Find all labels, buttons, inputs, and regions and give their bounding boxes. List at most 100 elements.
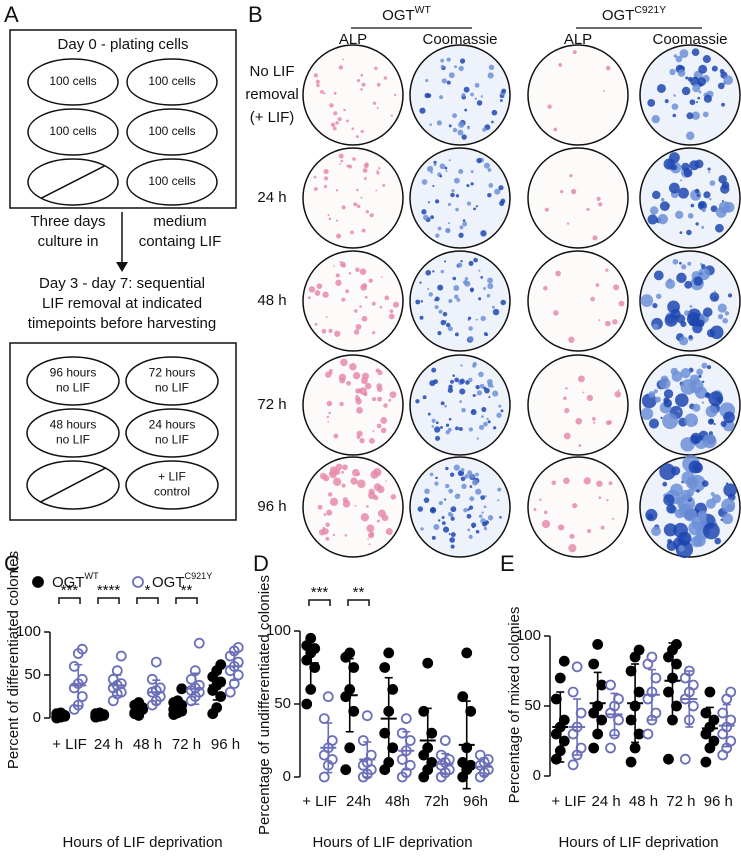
colony bbox=[434, 199, 440, 204]
legend-marker bbox=[32, 576, 44, 588]
colony bbox=[652, 323, 659, 331]
colony bbox=[348, 272, 352, 275]
point bbox=[185, 673, 197, 685]
colony bbox=[431, 535, 436, 540]
colony bbox=[459, 58, 466, 64]
x-tick-label: 72 h bbox=[666, 793, 695, 810]
sig-label: **** bbox=[97, 582, 121, 599]
colony bbox=[721, 498, 736, 513]
colony bbox=[332, 533, 335, 537]
colony bbox=[488, 64, 495, 70]
colony bbox=[481, 415, 484, 418]
panel-label: E bbox=[500, 551, 515, 576]
colony bbox=[702, 522, 720, 540]
colony bbox=[711, 65, 718, 72]
colony bbox=[722, 317, 729, 324]
colony bbox=[350, 230, 354, 235]
well-cross bbox=[41, 165, 105, 199]
colony bbox=[491, 385, 494, 388]
colony bbox=[694, 188, 700, 194]
well-label: 96 hours bbox=[50, 366, 97, 380]
point bbox=[348, 705, 360, 717]
colony bbox=[328, 411, 331, 415]
colony bbox=[469, 496, 475, 502]
well-photo bbox=[527, 44, 629, 146]
panel-label: B bbox=[248, 2, 263, 27]
point bbox=[426, 727, 438, 739]
well-photo bbox=[302, 250, 404, 352]
colony bbox=[468, 534, 473, 539]
well-label: 48 hours bbox=[50, 418, 97, 432]
colony bbox=[360, 88, 364, 91]
colony bbox=[360, 284, 367, 291]
column-header: Coomassie bbox=[652, 31, 727, 48]
colony bbox=[440, 319, 447, 326]
colony bbox=[355, 388, 361, 394]
colony bbox=[660, 197, 665, 202]
colony bbox=[321, 328, 327, 334]
step-text: LIF removal at indicated bbox=[42, 295, 202, 312]
colony bbox=[457, 129, 464, 136]
colony bbox=[612, 517, 615, 520]
colony bbox=[651, 526, 661, 537]
colony bbox=[702, 111, 709, 118]
colony bbox=[492, 308, 500, 316]
colony bbox=[356, 79, 361, 83]
colony bbox=[453, 177, 460, 184]
colony bbox=[430, 215, 434, 220]
point bbox=[76, 691, 88, 702]
colony bbox=[478, 297, 482, 301]
colony bbox=[459, 400, 462, 403]
colony bbox=[560, 190, 564, 194]
colony bbox=[450, 192, 455, 198]
point bbox=[322, 691, 334, 703]
colony bbox=[385, 528, 393, 536]
colony bbox=[596, 480, 603, 487]
well-photo bbox=[527, 456, 629, 558]
colony bbox=[680, 368, 691, 379]
colony bbox=[441, 515, 445, 519]
colony bbox=[442, 526, 450, 533]
colony bbox=[717, 313, 724, 320]
colony bbox=[464, 474, 469, 479]
point bbox=[383, 647, 395, 659]
colony bbox=[595, 283, 600, 287]
colony bbox=[687, 261, 692, 266]
well bbox=[125, 356, 219, 406]
legend-label-sup: C921Y bbox=[185, 571, 213, 581]
colony bbox=[435, 476, 438, 480]
point bbox=[365, 749, 377, 761]
colony bbox=[673, 54, 678, 58]
colony bbox=[341, 205, 346, 210]
colony bbox=[431, 418, 436, 423]
x-axis-label: Hours of LIF deprivation bbox=[558, 834, 718, 851]
colony bbox=[335, 121, 339, 125]
colony bbox=[364, 382, 372, 390]
colony bbox=[419, 281, 422, 284]
colony bbox=[366, 524, 375, 533]
colony bbox=[717, 303, 727, 313]
colony bbox=[419, 315, 424, 320]
colony bbox=[716, 397, 723, 404]
colony bbox=[710, 205, 718, 213]
point bbox=[344, 647, 356, 659]
point bbox=[663, 753, 674, 765]
colony bbox=[389, 391, 397, 399]
colony bbox=[686, 488, 695, 497]
point bbox=[687, 700, 699, 712]
colony bbox=[328, 471, 333, 476]
colony bbox=[568, 544, 577, 553]
colony bbox=[702, 55, 711, 64]
colony bbox=[472, 362, 477, 367]
colony bbox=[342, 464, 348, 471]
colony bbox=[466, 184, 470, 188]
colony bbox=[435, 435, 441, 441]
colony bbox=[460, 364, 463, 367]
colony bbox=[352, 157, 356, 161]
colony bbox=[461, 483, 467, 489]
colony bbox=[558, 62, 563, 67]
colony bbox=[433, 163, 437, 167]
colony bbox=[497, 499, 500, 502]
colony bbox=[657, 213, 669, 225]
colony bbox=[459, 378, 465, 384]
